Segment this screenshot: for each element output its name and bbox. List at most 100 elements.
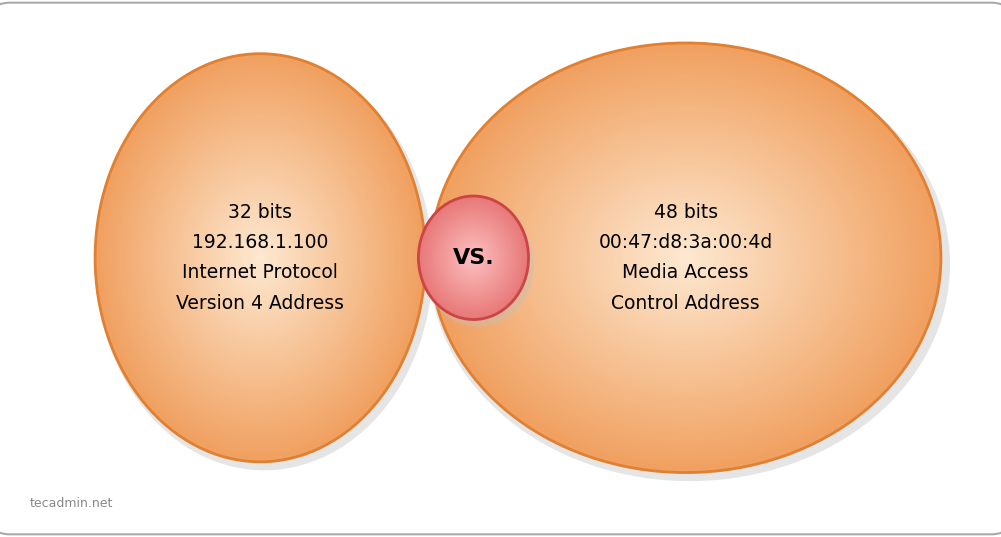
Ellipse shape	[630, 211, 742, 304]
Ellipse shape	[514, 113, 858, 402]
Text: tecadmin.net: tecadmin.net	[30, 497, 113, 510]
Ellipse shape	[447, 229, 499, 287]
Ellipse shape	[221, 209, 299, 306]
Ellipse shape	[545, 139, 827, 377]
Ellipse shape	[570, 160, 802, 355]
Ellipse shape	[488, 92, 883, 424]
Ellipse shape	[502, 103, 870, 413]
Ellipse shape	[170, 147, 350, 369]
Ellipse shape	[255, 252, 265, 264]
Ellipse shape	[565, 156, 807, 360]
Ellipse shape	[432, 211, 515, 304]
Ellipse shape	[440, 221, 507, 294]
Ellipse shape	[593, 179, 779, 337]
Ellipse shape	[222, 211, 298, 304]
Ellipse shape	[472, 257, 474, 258]
Ellipse shape	[588, 175, 784, 340]
Ellipse shape	[110, 72, 410, 444]
Ellipse shape	[445, 227, 502, 289]
Text: VS.: VS.	[452, 248, 494, 268]
Ellipse shape	[454, 236, 492, 279]
Ellipse shape	[466, 249, 480, 266]
Ellipse shape	[118, 82, 402, 433]
Ellipse shape	[234, 226, 286, 290]
Ellipse shape	[226, 215, 294, 300]
Ellipse shape	[154, 126, 366, 389]
Ellipse shape	[178, 157, 342, 359]
Ellipse shape	[420, 198, 527, 317]
Ellipse shape	[455, 64, 916, 451]
Ellipse shape	[524, 122, 848, 394]
Ellipse shape	[430, 209, 517, 307]
Ellipse shape	[209, 195, 311, 321]
Ellipse shape	[463, 70, 908, 445]
Ellipse shape	[429, 208, 518, 307]
Ellipse shape	[144, 114, 376, 401]
Ellipse shape	[213, 199, 307, 316]
Ellipse shape	[435, 215, 512, 301]
Ellipse shape	[196, 179, 324, 337]
Ellipse shape	[193, 175, 327, 340]
Ellipse shape	[658, 234, 714, 281]
Ellipse shape	[605, 190, 767, 326]
Ellipse shape	[111, 74, 409, 441]
Ellipse shape	[463, 246, 483, 269]
Ellipse shape	[540, 134, 832, 381]
Ellipse shape	[552, 145, 820, 371]
Ellipse shape	[201, 185, 319, 330]
Ellipse shape	[623, 205, 749, 311]
Text: 32 bits
192.168.1.100
Internet Protocol
Version 4 Address: 32 bits 192.168.1.100 Internet Protocol …	[176, 203, 344, 313]
Ellipse shape	[237, 229, 283, 286]
Ellipse shape	[646, 224, 726, 292]
Ellipse shape	[648, 226, 724, 289]
Ellipse shape	[465, 72, 906, 443]
Ellipse shape	[575, 164, 797, 351]
Ellipse shape	[182, 161, 338, 355]
Ellipse shape	[466, 250, 480, 265]
Ellipse shape	[155, 128, 365, 387]
Ellipse shape	[421, 202, 534, 326]
Ellipse shape	[439, 220, 508, 296]
Ellipse shape	[445, 56, 926, 460]
Ellipse shape	[462, 245, 484, 270]
Ellipse shape	[471, 256, 475, 260]
Ellipse shape	[177, 155, 343, 361]
Ellipse shape	[491, 94, 880, 422]
Ellipse shape	[608, 192, 764, 324]
Ellipse shape	[560, 151, 812, 364]
Ellipse shape	[159, 133, 361, 383]
Ellipse shape	[126, 92, 394, 424]
Ellipse shape	[165, 141, 355, 375]
Ellipse shape	[134, 102, 386, 413]
Ellipse shape	[517, 115, 855, 400]
Ellipse shape	[585, 173, 787, 343]
Ellipse shape	[421, 200, 526, 316]
Ellipse shape	[509, 109, 863, 407]
Ellipse shape	[147, 118, 373, 397]
Ellipse shape	[173, 151, 347, 365]
Ellipse shape	[219, 207, 301, 308]
Ellipse shape	[203, 187, 317, 329]
Ellipse shape	[443, 224, 504, 291]
Ellipse shape	[457, 240, 489, 276]
Ellipse shape	[613, 196, 759, 320]
Ellipse shape	[496, 98, 875, 417]
Ellipse shape	[250, 245, 270, 270]
Ellipse shape	[468, 252, 478, 264]
Ellipse shape	[567, 158, 805, 358]
Ellipse shape	[446, 227, 500, 288]
Ellipse shape	[175, 153, 345, 363]
Ellipse shape	[444, 225, 503, 291]
Ellipse shape	[603, 187, 769, 328]
Ellipse shape	[428, 207, 519, 309]
Ellipse shape	[436, 216, 511, 300]
Ellipse shape	[172, 149, 348, 367]
Text: 48 bits
00:47:d8:3a:00:4d
Media Access
Control Address: 48 bits 00:47:d8:3a:00:4d Media Access C…	[599, 203, 773, 313]
Ellipse shape	[247, 242, 273, 274]
Ellipse shape	[249, 244, 271, 272]
Ellipse shape	[651, 228, 721, 287]
Ellipse shape	[430, 210, 517, 306]
Ellipse shape	[449, 230, 497, 285]
Ellipse shape	[572, 162, 800, 353]
Ellipse shape	[139, 108, 381, 407]
